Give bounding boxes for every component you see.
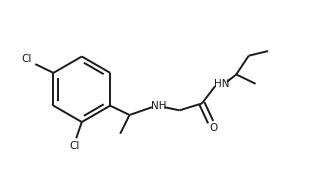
Text: O: O (210, 123, 218, 133)
Text: Cl: Cl (69, 141, 80, 151)
Text: Cl: Cl (21, 54, 32, 65)
Text: HN: HN (214, 79, 230, 89)
Text: NH: NH (151, 101, 166, 111)
